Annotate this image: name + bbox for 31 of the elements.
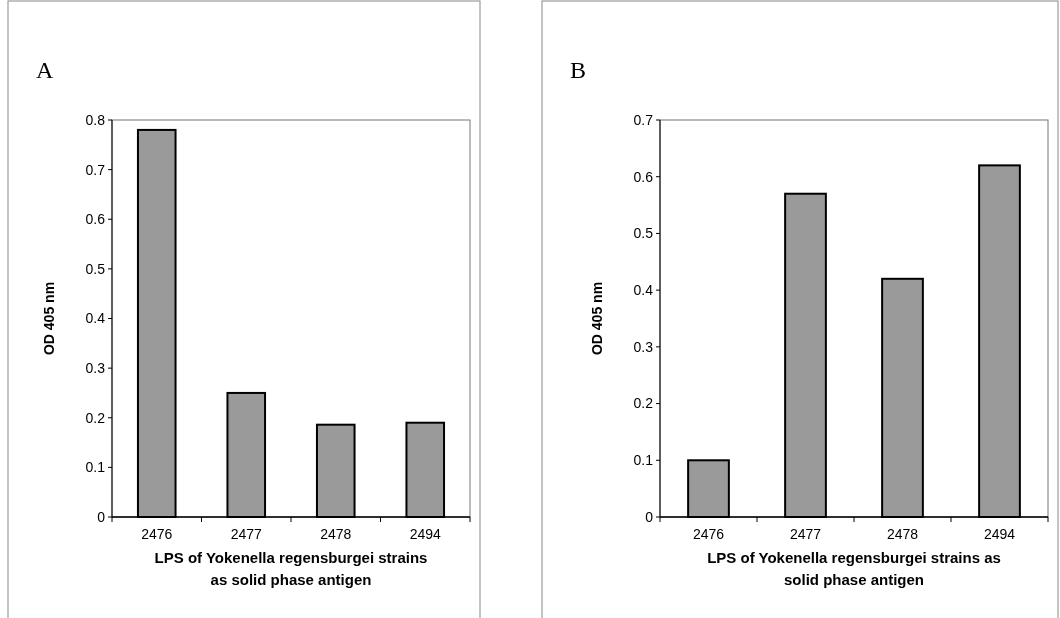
y-tick-label: 0.5 (85, 260, 106, 277)
chart-title: B (570, 57, 587, 83)
y-tick-label: 0.2 (85, 409, 106, 426)
x-tick-label: 2477 (230, 526, 263, 542)
y-tick-label: 0.8 (85, 111, 106, 128)
x-tick-label: 2494 (409, 526, 442, 542)
y-tick-label: 0.5 (633, 225, 654, 242)
y-tick-label: 0.4 (85, 310, 106, 327)
y-axis-title: OD 405 nm (589, 281, 605, 356)
x-axis-title: LPS of Yokenella regensburgei strains as solid phase antigen (707, 549, 1001, 588)
y-axis-title: OD 405 nm (41, 281, 57, 356)
x-tick-label: 2477 (789, 526, 822, 542)
x-tick-label: 2476 (141, 526, 173, 542)
x-axis-title: LPS of Yokenella regensburgei strains as solid phase antigen (154, 549, 428, 588)
y-tick-label: 0.2 (633, 395, 654, 412)
x-tick-label: 2476 (692, 526, 725, 542)
chart-title: A (36, 57, 54, 83)
y-tick-label: 0 (645, 508, 654, 525)
y-tick-label: 0.1 (633, 452, 654, 469)
y-tick-label: 0.7 (85, 161, 106, 178)
x-tick-label: 2494 (983, 526, 1016, 542)
y-tick-label: 0.6 (85, 211, 106, 228)
y-tick-label: 0.1 (85, 459, 106, 476)
y-tick-label: 0 (97, 508, 106, 525)
y-tick-label: 0.4 (633, 282, 654, 299)
y-tick-label: 0.3 (633, 338, 654, 355)
x-tick-label: 2478 (320, 526, 352, 542)
y-tick-label: 0.6 (633, 168, 654, 185)
y-tick-label: 0.3 (85, 360, 106, 377)
x-tick-label: 2478 (886, 526, 919, 542)
y-tick-label: 0.7 (633, 111, 654, 128)
